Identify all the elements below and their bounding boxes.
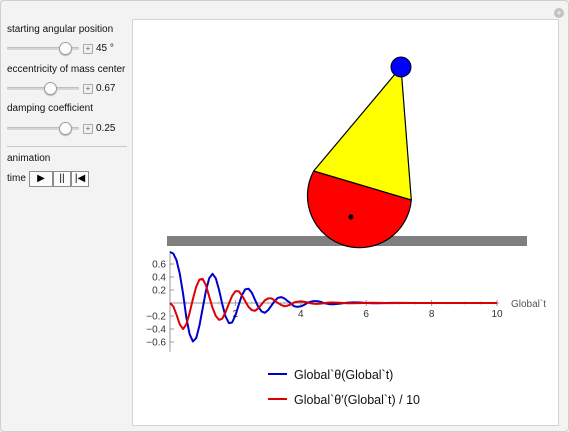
legend-theta-label: Global`θ(Global`t)	[294, 368, 393, 382]
y-tick-label: 0.2	[152, 286, 166, 297]
angle-slider[interactable]	[7, 41, 79, 55]
options-plus-icon[interactable]: +	[554, 8, 564, 18]
eccentricity-value: 0.67	[96, 83, 116, 94]
y-tick-label: −0.4	[146, 325, 166, 336]
damping-slider-track[interactable]	[7, 127, 79, 130]
weighted-base	[306, 170, 412, 249]
angle-slider-track[interactable]	[7, 47, 79, 50]
animation-label: animation	[7, 153, 51, 164]
x-tick-label: 8	[429, 309, 435, 320]
mass-center-dot	[348, 214, 354, 220]
eccentricity-slider-thumb[interactable]	[44, 82, 58, 95]
x-axis-label: Global`t	[511, 298, 546, 310]
controls-divider	[7, 146, 127, 147]
eccentricity-slider-track[interactable]	[7, 87, 79, 90]
reset-button[interactable]: |◀	[71, 171, 89, 187]
y-tick-label: 0.6	[152, 260, 166, 271]
damping-expand-icon[interactable]: +	[83, 124, 93, 134]
damping-slider[interactable]	[7, 121, 79, 135]
play-icon: ▶	[37, 173, 45, 184]
x-tick-label: 10	[491, 309, 503, 320]
time-label: time	[7, 173, 26, 184]
eccentricity-slider[interactable]	[7, 81, 79, 95]
damping-label: damping coefficient	[7, 103, 93, 114]
eccentricity-expand-icon[interactable]: +	[83, 84, 93, 94]
theta-series-line	[169, 251, 497, 343]
eccentricity-label: eccentricity of mass center	[7, 64, 126, 75]
y-tick-label: −0.2	[146, 312, 166, 323]
x-tick-label: 4	[298, 309, 304, 320]
angle-expand-icon[interactable]: +	[83, 44, 93, 54]
play-button[interactable]: ▶	[29, 171, 53, 187]
damping-slider-thumb[interactable]	[58, 122, 72, 135]
angle-value: 45 °	[96, 43, 114, 54]
angle-slider-thumb[interactable]	[58, 42, 72, 55]
tip-ball	[390, 56, 412, 78]
pause-button[interactable]: ||	[53, 171, 71, 187]
damping-value: 0.25	[96, 123, 116, 134]
rocking-cone-scene	[167, 56, 527, 249]
cone-body	[313, 66, 412, 201]
y-tick-label: −0.6	[146, 338, 166, 349]
x-tick-label: 6	[363, 309, 369, 320]
reset-icon: |◀	[74, 173, 86, 184]
plot-legend: Global`θ(Global`t) Global`θ′(Global`t) /…	[268, 368, 420, 407]
angle-label: starting angular position	[7, 24, 114, 35]
theta-dot-series-line	[169, 277, 497, 330]
pause-icon: ||	[59, 173, 65, 184]
legend-theta-dot-label: Global`θ′(Global`t) / 10	[294, 393, 420, 407]
y-tick-label: 0.4	[152, 273, 166, 284]
